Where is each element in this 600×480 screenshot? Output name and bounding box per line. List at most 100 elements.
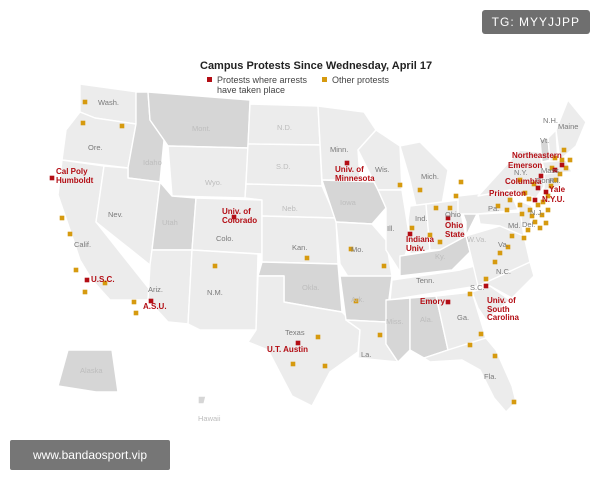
campus-label: Emerson [508,161,543,170]
state-label: Colo. [216,234,234,243]
campus-label: A.S.U. [143,302,167,311]
state-label: Wis. [375,165,390,174]
state-label: Wyo. [205,178,223,187]
other-protest-marker [525,227,531,233]
state-tx [247,275,361,407]
arrest-protest-marker [483,283,489,289]
other-protest-marker [119,123,125,129]
other-protest-marker [483,276,489,282]
state-label: Fla. [484,372,497,381]
other-protest-marker [433,205,439,211]
other-protest-marker [507,197,513,203]
legend-other: Other protests [322,75,389,85]
state-ia [321,179,387,225]
other-protest-marker [539,212,545,218]
other-protest-marker [80,120,86,126]
other-protest-marker [304,255,310,261]
other-protest-marker [409,225,415,231]
campus-label: U.T. Austin [267,345,309,354]
arrest-protest-marker [148,298,154,304]
state-label: Minn. [330,145,349,154]
state-label: R.I. [549,176,561,185]
other-protest-marker [535,202,541,208]
arrest-protest-marker [295,340,301,346]
arrest-protest-marker [49,175,55,181]
other-protest-marker [131,299,137,305]
state-label: Mich. [421,172,439,181]
other-protest-marker [67,231,73,237]
map-title: Campus Protests Since Wednesday, April 1… [200,60,433,72]
state-ms [385,297,411,363]
state-label: Maine [558,122,579,131]
other-protest-marker [427,232,433,238]
state-label: Miss. [386,317,404,326]
other-protest-marker [492,259,498,265]
state-label: Okla. [302,283,320,292]
state-label: Mo. [351,245,364,254]
arrest-protest-marker [532,197,538,203]
state-shapes [57,83,587,413]
state-label: Neb. [282,204,298,213]
campus-label: Yale [549,185,566,194]
state-wy [167,145,249,199]
other-protest-marker [497,250,503,256]
state-label: Ga. [457,313,470,322]
other-protest-marker [102,280,108,286]
other-protest-marker [532,219,538,225]
arrest-protest-marker [535,185,541,191]
state-label: Wash. [98,98,119,107]
state-label: Alaska [80,366,103,375]
state-ma [541,159,573,175]
other-protest-marker [353,298,359,304]
campus-label: Univ. of Colorado [222,207,258,225]
legend-other-label: Other protests [332,75,390,85]
state-label: Hawaii [198,414,221,423]
other-protest-marker [73,267,79,273]
state-label: N.J. [530,208,544,217]
other-protest-marker [529,213,535,219]
state-label: S.C. [470,283,485,292]
other-protest-marker [453,193,459,199]
state-label: Ill. [387,224,395,233]
state-md [477,211,525,237]
state-label: Ky. [435,252,446,261]
state-label: La. [361,350,372,359]
other-protest-marker [545,193,551,199]
other-protest-marker [315,334,321,340]
campus-label: Emory [420,297,445,306]
state-label: W.Va. [467,235,487,244]
campus-label: Columbia [505,177,542,186]
state-label: N.D. [277,123,292,132]
other-protest-marker [322,363,328,369]
other-protest-marker [563,165,569,171]
other-protest-marker [417,187,423,193]
state-me [555,99,587,161]
other-protest-marker [559,157,565,163]
other-protest-marker [82,289,88,295]
state-label: Md. [508,221,521,230]
other-protest-marker [543,220,549,226]
other-protest-marker [557,171,563,177]
state-ak [57,349,119,393]
state-label: Idaho [143,158,162,167]
arrest-protest-marker [231,214,237,220]
other-protest-marker [437,239,443,245]
campus-label: N.Y.U. [542,195,565,204]
state-label: Conn. [536,176,557,185]
footer-link[interactable]: www.bandaosport.vip [10,440,170,470]
other-protest-marker [511,399,517,405]
other-protest-marker [492,353,498,359]
legend-other-swatch [322,77,327,82]
other-protest-marker [540,199,546,205]
state-label: N.H. [543,116,558,125]
other-protest-marker [537,225,543,231]
other-protest-marker [59,215,65,221]
other-protest-marker [519,211,525,217]
state-label: Del. [522,220,536,229]
state-wi [357,129,403,191]
arrest-protest-marker [344,160,350,166]
other-protest-marker [212,263,218,269]
state-label: Ark. [351,295,365,304]
arrest-protest-marker [445,215,451,221]
